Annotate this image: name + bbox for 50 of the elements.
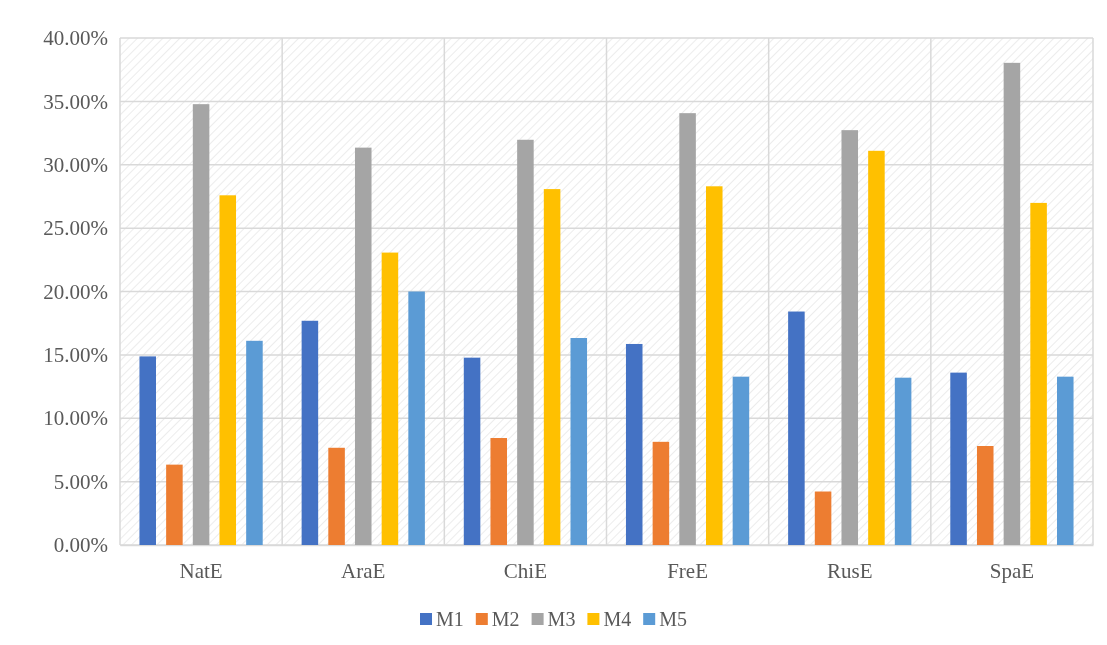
legend-label: M4 [603, 608, 632, 630]
y-tick-label: 20.00% [43, 279, 108, 304]
bar [1057, 376, 1074, 545]
bar [841, 130, 859, 545]
y-tick-label: 0.00% [53, 533, 108, 558]
bar [408, 291, 425, 545]
bar [490, 438, 508, 545]
y-tick-label: 15.00% [43, 343, 108, 368]
bar [219, 195, 237, 545]
y-tick-label: 30.00% [43, 152, 108, 177]
legend-label: M1 [436, 608, 464, 630]
y-tick-label: 10.00% [43, 406, 108, 431]
bar [1003, 62, 1021, 545]
bar [625, 343, 643, 545]
bar [301, 320, 319, 545]
legend-label: M5 [659, 608, 687, 630]
bar [868, 150, 885, 545]
bar [950, 372, 967, 545]
bar [894, 377, 912, 545]
bar [976, 446, 994, 545]
y-tick-label: 35.00% [43, 89, 108, 114]
bar [732, 376, 750, 545]
x-tick-label: RusE [826, 558, 873, 583]
x-tick-label: AraE [341, 558, 386, 583]
bar [328, 447, 345, 545]
bar [139, 356, 156, 545]
bar [381, 252, 399, 545]
x-tick-label: ChiE [503, 558, 547, 583]
bar [463, 357, 481, 545]
y-tick-label: 25.00% [43, 216, 108, 241]
bar [570, 338, 588, 545]
bar [354, 147, 372, 545]
legend-label: M3 [547, 608, 576, 630]
bar [788, 311, 805, 545]
bar [166, 464, 183, 545]
bar [1030, 202, 1047, 545]
bar [517, 139, 534, 545]
bar [814, 491, 832, 545]
legend-label: M2 [491, 608, 520, 630]
y-tick-label: 5.00% [53, 469, 108, 494]
bar [543, 189, 561, 545]
bar [679, 113, 696, 545]
x-tick-label: NatE [179, 558, 223, 583]
x-tick-label: SpaE [989, 558, 1035, 583]
bar [246, 340, 263, 545]
bar [652, 441, 670, 545]
bar [192, 104, 210, 545]
y-tick-label: 40.00% [43, 26, 108, 51]
x-tick-label: FreE [667, 558, 708, 583]
bar [705, 186, 723, 545]
